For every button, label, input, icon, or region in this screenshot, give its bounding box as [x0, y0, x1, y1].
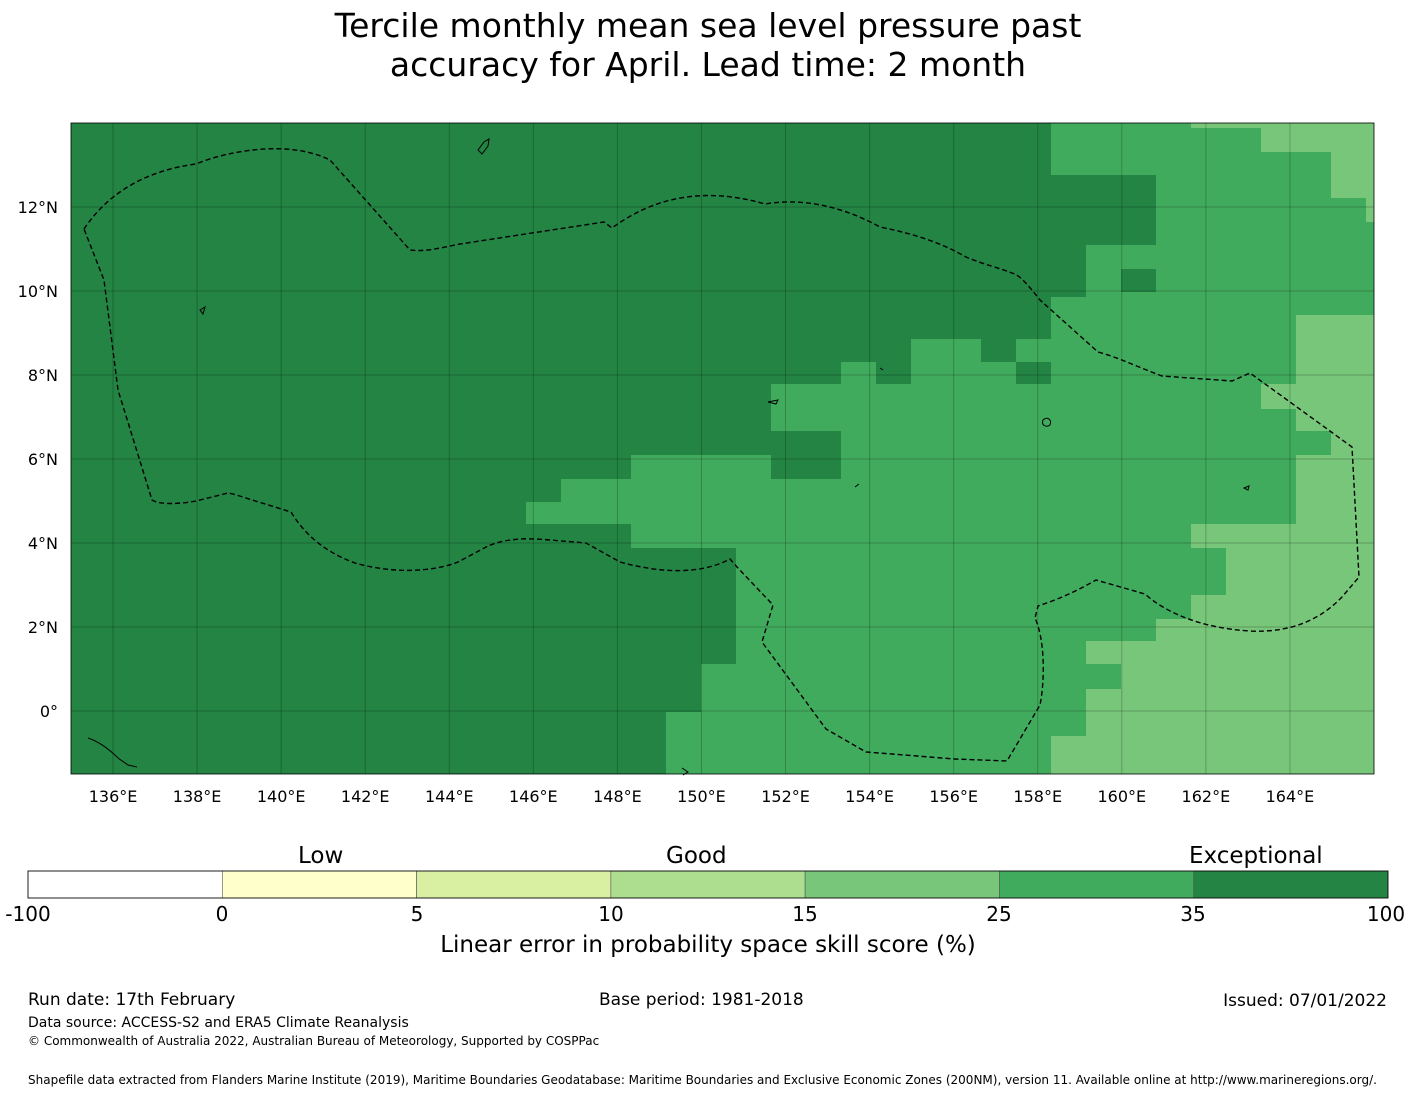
lon-tick-label: 164°E: [1266, 787, 1315, 806]
pocket-exceptional-4: [1086, 175, 1156, 245]
issued-date: Issued: 07/01/2022: [1223, 991, 1387, 1011]
colorbar-label-low: Low: [298, 843, 344, 869]
colorbar-swatch: [416, 870, 612, 899]
pocket-exceptional-6: [981, 123, 1051, 152]
lon-tick-label: 156°E: [929, 787, 978, 806]
colorbar-swatch: [999, 870, 1195, 899]
lat-tick-label: 6°N: [28, 450, 58, 469]
colorbar-tick: 15: [792, 902, 818, 926]
colorbar-tick: 35: [1180, 902, 1206, 926]
lon-tick-label: 154°E: [845, 787, 894, 806]
colorbar-swatch: [804, 870, 1000, 899]
eez-boundary-palau-fsm: [83, 148, 1360, 762]
lon-tick-label: 158°E: [1013, 787, 1062, 806]
lon-tick-label: 140°E: [257, 787, 306, 806]
pocket-exceptional-3: [1016, 362, 1051, 384]
pocket-exceptional-5: [1121, 269, 1156, 292]
chart-title: Tercile monthly mean sea level pressure …: [0, 6, 1416, 84]
lon-tick-label: 144°E: [425, 787, 474, 806]
colorbar-frame: [27, 870, 1389, 899]
pocket-exceptional-1: [771, 431, 841, 479]
lat-tick-label: 12°N: [18, 198, 58, 217]
lon-tick-label: 138°E: [173, 787, 222, 806]
title-line-1: Tercile monthly mean sea level pressure …: [334, 6, 1082, 45]
lon-tick-label: 142°E: [341, 787, 390, 806]
colorbar-tick: 100: [1366, 902, 1406, 926]
latitude-labels: 12°N 10°N 8°N 6°N 4°N 2°N 0°: [18, 198, 58, 721]
lon-tick-label: 136°E: [89, 787, 138, 806]
lon-tick-label: 150°E: [677, 787, 726, 806]
colorbar-title: Linear error in probability space skill …: [440, 932, 976, 958]
region-good-southeast: [1051, 315, 1374, 774]
skill-map: [71, 123, 1374, 776]
colorbar-swatch: [1193, 870, 1389, 899]
copyright: © Commonwealth of Australia 2022, Austra…: [28, 1034, 600, 1048]
colorbar-swatch: [221, 870, 417, 899]
lat-tick-label: 4°N: [28, 534, 58, 553]
lat-tick-label: 10°N: [18, 282, 58, 301]
colorbar-tick: 25: [986, 902, 1012, 926]
colorbar-tick: 5: [410, 902, 424, 926]
colorbar-swatch: [610, 870, 806, 899]
title-line-2: accuracy for April. Lead time: 2 month: [389, 45, 1027, 84]
lat-tick-label: 8°N: [28, 366, 58, 385]
shapefile-credit: Shapefile data extracted from Flanders M…: [28, 1073, 1377, 1087]
lon-tick-label: 148°E: [593, 787, 642, 806]
longitude-labels: 136°E 138°E 140°E 142°E 144°E 146°E 148°E 150°E…: [89, 787, 1315, 806]
pocket-exceptional-2: [876, 362, 911, 384]
data-source: Data source: ACCESS-S2 and ERA5 Climate …: [28, 1015, 409, 1031]
graticule: [71, 123, 1374, 774]
lat-tick-label: 2°N: [28, 618, 58, 637]
colorbar-label-exceptional: Exceptional: [1189, 843, 1323, 869]
lon-tick-label: 146°E: [509, 787, 558, 806]
lon-tick-label: 160°E: [1097, 787, 1146, 806]
colorbar: [27, 870, 1389, 899]
colorbar-tick: 0: [215, 902, 229, 926]
region-high: [526, 123, 1374, 774]
region-good-east: [1191, 123, 1374, 222]
colorbar-label-good: Good: [666, 843, 727, 869]
colorbar-tick: -100: [5, 902, 51, 926]
map-frame: [70, 122, 1375, 775]
base-period: Base period: 1981-2018: [599, 990, 804, 1010]
lat-tick-label: 0°: [40, 702, 58, 721]
lon-tick-label: 162°E: [1182, 787, 1231, 806]
lon-tick-label: 152°E: [761, 787, 810, 806]
colorbar-swatch: [27, 870, 223, 899]
run-date: Run date: 17th February: [28, 990, 236, 1010]
colorbar-tick: 10: [598, 902, 624, 926]
